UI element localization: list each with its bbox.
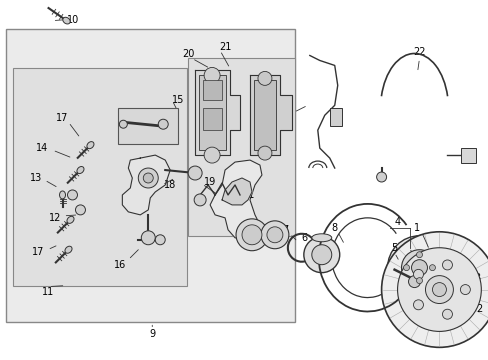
Text: 22: 22 <box>412 48 425 58</box>
Polygon shape <box>210 160 262 240</box>
Circle shape <box>236 219 267 251</box>
Circle shape <box>413 300 423 310</box>
Circle shape <box>242 225 262 245</box>
Text: 5: 5 <box>391 243 397 253</box>
Text: 19: 19 <box>203 177 216 187</box>
Circle shape <box>155 235 165 245</box>
Ellipse shape <box>65 246 72 253</box>
Bar <box>203 80 222 100</box>
Ellipse shape <box>77 167 84 174</box>
Circle shape <box>119 120 127 128</box>
Text: 21: 21 <box>241 190 254 200</box>
Circle shape <box>413 269 423 279</box>
Ellipse shape <box>67 216 74 223</box>
Text: 21: 21 <box>219 41 231 51</box>
Text: 20: 20 <box>182 49 194 59</box>
Text: 2: 2 <box>475 305 482 315</box>
Text: 10: 10 <box>67 15 80 24</box>
Text: 6: 6 <box>301 233 307 243</box>
Text: 4: 4 <box>394 217 400 227</box>
Circle shape <box>158 119 168 129</box>
Bar <box>118 108 178 144</box>
Text: 23: 23 <box>278 107 290 117</box>
Bar <box>199 75 225 150</box>
Bar <box>13 68 187 285</box>
Bar <box>188 58 294 236</box>
Circle shape <box>442 260 451 270</box>
Polygon shape <box>222 178 251 205</box>
Circle shape <box>266 227 283 243</box>
Text: 1: 1 <box>414 223 420 233</box>
Circle shape <box>459 285 469 294</box>
Circle shape <box>401 250 437 285</box>
Circle shape <box>258 146 271 160</box>
Text: 14: 14 <box>37 143 49 153</box>
Circle shape <box>203 67 220 84</box>
Text: 18: 18 <box>164 180 176 190</box>
Circle shape <box>311 245 331 265</box>
Text: 15: 15 <box>172 95 184 105</box>
Circle shape <box>188 166 202 180</box>
Circle shape <box>203 147 220 163</box>
Bar <box>203 108 222 130</box>
Ellipse shape <box>60 191 65 199</box>
Circle shape <box>387 236 450 300</box>
Ellipse shape <box>311 234 331 242</box>
Circle shape <box>141 231 155 245</box>
Text: 9: 9 <box>149 329 155 339</box>
Circle shape <box>376 172 386 182</box>
Circle shape <box>258 71 271 85</box>
Text: 12: 12 <box>49 213 61 223</box>
Circle shape <box>75 205 85 215</box>
Circle shape <box>403 265 408 271</box>
Circle shape <box>416 278 422 284</box>
Text: 8: 8 <box>331 223 337 233</box>
Circle shape <box>442 309 451 319</box>
Text: 13: 13 <box>29 173 41 183</box>
Circle shape <box>194 194 205 206</box>
Bar <box>6 28 294 323</box>
Circle shape <box>428 265 435 271</box>
Text: 7: 7 <box>281 225 287 235</box>
Circle shape <box>303 237 339 273</box>
Text: 17: 17 <box>32 247 45 257</box>
Text: 11: 11 <box>42 287 55 297</box>
Circle shape <box>397 248 480 332</box>
Ellipse shape <box>87 141 94 149</box>
Polygon shape <box>122 155 170 215</box>
Circle shape <box>407 276 420 288</box>
Polygon shape <box>195 71 240 155</box>
Ellipse shape <box>62 17 70 24</box>
Polygon shape <box>249 75 291 155</box>
Circle shape <box>416 252 422 258</box>
Circle shape <box>67 190 77 200</box>
Circle shape <box>425 276 452 303</box>
Circle shape <box>261 221 288 249</box>
Bar <box>253 80 275 150</box>
Text: 16: 16 <box>114 260 126 270</box>
Text: 17: 17 <box>56 113 69 123</box>
Circle shape <box>138 168 158 188</box>
Circle shape <box>411 260 427 276</box>
Circle shape <box>431 283 446 297</box>
Bar <box>461 148 475 163</box>
Circle shape <box>143 173 153 183</box>
Bar <box>329 108 341 126</box>
Text: 3: 3 <box>473 273 479 283</box>
Circle shape <box>381 232 488 347</box>
